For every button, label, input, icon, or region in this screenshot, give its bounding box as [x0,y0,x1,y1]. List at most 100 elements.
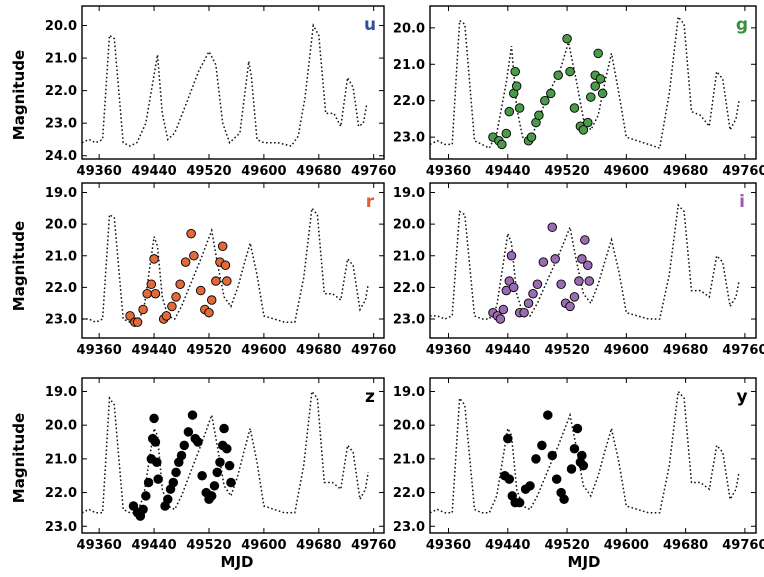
x-tick-label: 49520 [544,343,589,358]
observed-point-i [569,292,580,302]
plot-frame [81,377,385,534]
y-tick-label: 22.0 [45,486,77,501]
observed-point-z [176,450,187,461]
observed-point-z [152,457,162,467]
observed-point-y [577,450,587,461]
y-tick-label: 21.0 [45,52,77,67]
y-tick-label: 21.0 [45,249,77,264]
y-tick-label: 23.0 [393,520,425,535]
observed-point-z [219,423,229,434]
x-tick-label: 49600 [241,538,286,553]
observed-point-i [498,304,509,315]
observed-point-z [163,494,173,505]
x-tick-label: 49520 [186,343,231,358]
observed-point-r [150,288,161,299]
observed-point-g [569,103,580,113]
y-tick-label: 23.0 [393,131,425,146]
x-tick-label: 49680 [296,343,341,358]
model-curve-u [81,23,368,147]
x-tick-label: 49760 [351,164,396,179]
band-label-u: u [364,15,376,35]
band-label-g: g [736,15,748,35]
observed-point-r [220,260,231,270]
observed-point-i [574,276,584,286]
observed-point-g [578,125,589,135]
observed-point-y [559,494,569,505]
observed-point-z [197,470,207,481]
band-label-i: i [739,192,745,212]
observed-point-z [150,437,161,447]
observed-point-g [597,88,608,99]
x-tick-label: 49360 [426,343,471,358]
observed-point-r [206,295,217,305]
observed-point-z [138,504,148,515]
observed-point-g [553,70,563,80]
x-tick-label: 49680 [663,164,708,179]
y-tick-label: 22.0 [45,84,77,99]
plot-frame [81,5,385,160]
x-tick-label: 49680 [663,538,708,553]
observed-point-g [540,95,550,106]
observed-point-g [526,132,537,142]
observed-point-i [577,254,587,264]
observed-point-y [514,497,525,508]
x-tick-label: 49440 [131,164,176,179]
observed-point-y [572,423,583,434]
y-tick-label: 21.0 [393,452,425,467]
observed-point-i [584,276,595,286]
x-tick-label: 49440 [485,538,530,553]
panel-u: 49360 49440 49520 49600 49680 49760 20.0 21.0 22… [45,5,396,179]
x-tick-label: 49440 [485,343,530,358]
observed-point-i [538,257,549,267]
observed-point-i [495,314,506,324]
band-label-z: z [365,387,375,407]
observed-point-r [195,285,206,296]
observed-point-r [180,257,191,267]
y-tick-label: 19.0 [393,186,425,201]
observed-point-y [504,474,515,484]
observed-point-z [193,437,203,447]
observed-point-z [149,413,159,424]
observed-point-g [501,128,512,139]
panel-z: 49360 49440 49520 49600 49680 49760 19.0 20.0 21… [45,377,396,553]
observed-point-i [508,282,519,293]
observed-point-g [546,88,556,99]
x-tick-label: 49440 [485,164,530,179]
model-curve-g [429,15,740,150]
y-tick-label: 19.0 [45,385,77,400]
y-axis-label-bottom: Magnitude [10,413,28,503]
y-tick-label: 23.0 [393,313,425,328]
observed-point-r [171,292,181,302]
y-tick-label: 22.0 [393,94,425,109]
y-tick-label: 21.0 [393,249,425,264]
observed-point-i [523,298,534,308]
observed-point-z [222,444,232,454]
observed-point-z [171,467,181,478]
x-tick-label: 49600 [241,343,286,358]
panel-r: 49360 49440 49520 49600 49680 49760 19.0 20.0 21… [45,182,396,358]
observed-point-g [511,81,522,91]
observed-point-z [179,440,190,451]
observed-point-g [534,110,544,121]
x-tick-label: 49760 [722,538,764,553]
y-axis-label-middle: Magnitude [10,221,28,311]
observed-point-r [189,251,199,261]
observed-point-z [187,410,198,420]
y-tick-label: 21.0 [393,58,425,73]
x-tick-label: 49680 [663,343,708,358]
observed-point-r [222,276,232,286]
observed-point-i [583,260,593,270]
observed-point-g [565,66,575,77]
observed-point-g [497,139,507,150]
plot-frame [429,377,757,534]
observed-point-g [562,34,572,44]
x-tick-label: 49600 [604,538,649,553]
y-tick-label: 20.0 [393,218,425,233]
observed-point-g [510,66,520,77]
panel-i: 49360 49440 49520 49600 49680 49760 19.0 20.0 21… [393,182,764,358]
x-tick-label: 49440 [131,343,176,358]
observed-point-g [593,48,603,59]
observed-point-z [183,427,194,437]
observed-point-z [209,481,220,491]
observed-point-r [161,311,172,321]
